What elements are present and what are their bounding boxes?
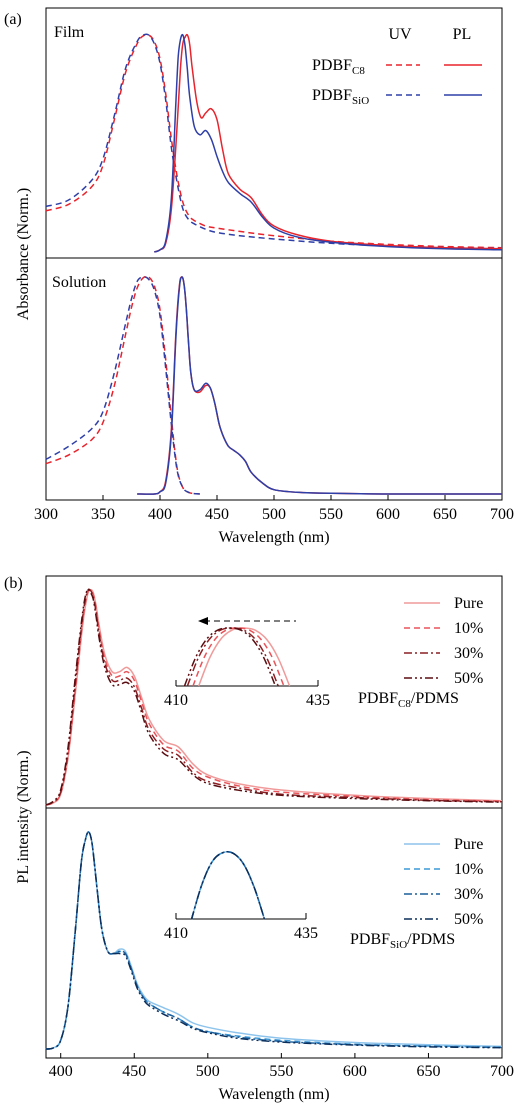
panel-b-xlabel: Wavelength (nm) <box>218 1086 329 1103</box>
panel-b-bottom-plot <box>45 807 503 1059</box>
legend-header-uv: UV <box>388 26 412 43</box>
film-label: Film <box>54 24 85 41</box>
bottom-30pct-line <box>45 831 503 1050</box>
film-sio-uv-line <box>45 33 503 250</box>
top-legend-label-10pct: 10% <box>454 620 483 637</box>
solution-label: Solution <box>52 274 106 291</box>
panel-a-xlabel: Wavelength (nm) <box>218 529 329 546</box>
panel-a-film-frame <box>45 7 503 259</box>
top-legend-label-30pct: 30% <box>454 645 483 662</box>
solution-sio-uv-line <box>45 276 200 495</box>
panel-a-xtick-label: 650 <box>433 506 457 523</box>
panel-a-ylabel: Absorbance (Norm.) <box>15 188 32 320</box>
bottom-legend-label-30pct: 30% <box>454 886 483 903</box>
top-legend-label-pure: Pure <box>454 595 483 612</box>
film-sio-pl-line <box>154 33 503 253</box>
panel-a-solution-plot <box>45 257 503 501</box>
panel-a-xtick-label: 300 <box>34 506 58 523</box>
top-inset-tick-label: 435 <box>306 692 330 709</box>
panel-b-top-caption: PDBFC8/PDMS <box>358 690 459 710</box>
panel-b-bottom-frame <box>45 807 503 1059</box>
bottom-inset-50pct-line <box>190 851 266 920</box>
legend-header-pl: PL <box>453 26 472 43</box>
bottom-legend-label-10pct: 10% <box>454 861 483 878</box>
solution-c8-pl-line <box>137 276 502 495</box>
bottom-inset-tick-label: 435 <box>294 925 318 942</box>
solution-c8-uv-line <box>45 275 200 495</box>
top-legend-label-50pct: 50% <box>454 670 483 687</box>
panel-b-xtick-label: 600 <box>343 1063 367 1080</box>
panel-b-xtick-label: 500 <box>196 1063 220 1080</box>
legend-c8-label: PDBFC8 <box>312 57 365 77</box>
top-inset-10pct-line <box>192 627 285 687</box>
film-c8-uv-line <box>45 33 503 249</box>
top-10pct-line <box>45 589 503 806</box>
top-pure-line <box>45 588 503 806</box>
panel-a-xtick-label: 500 <box>262 506 286 523</box>
shift-arrow-icon <box>198 617 208 625</box>
panel-a-solution-frame <box>45 257 503 501</box>
top-50pct-line <box>45 588 503 806</box>
panel-b-label: (b) <box>4 575 23 592</box>
panel-b-xtick-label: 650 <box>416 1063 440 1080</box>
panel-b-bottom-legend: Pure 10% 30% 50% <box>404 836 483 928</box>
top-inset-tick-label: 410 <box>164 692 188 709</box>
top-inset-30pct-line <box>186 627 279 687</box>
bottom-legend-label-50pct: 50% <box>454 911 483 928</box>
panel-a-label: (a) <box>4 11 22 28</box>
panel-b-top-legend: Pure 10% 30% 50% <box>404 595 483 687</box>
panel-a-xtick-label: 350 <box>91 506 115 523</box>
bottom-50pct-line <box>45 831 503 1050</box>
panel-a-xtick-label: 550 <box>319 506 343 523</box>
panel-b-xtick-label: 450 <box>122 1063 146 1080</box>
panel-b-ylabel: PL intensity (Norm.) <box>15 750 32 883</box>
film-c8-pl-line <box>154 33 503 253</box>
panel-b-xaxis: 400 450 500 550 600 650 700 <box>49 1053 514 1080</box>
panel-b-xtick-label: 550 <box>269 1063 293 1080</box>
panel-a-xtick-label: 700 <box>490 506 514 523</box>
panel-b-xtick-label: 400 <box>49 1063 73 1080</box>
panel-a-xaxis: 300 350 400 450 500 550 600 650 700 <box>34 495 514 523</box>
panel-a-xtick-label: 400 <box>148 506 172 523</box>
bottom-inset-tick-label: 410 <box>164 925 188 942</box>
panel-b-bottom-caption: PDBFSiO/PDMS <box>350 931 455 951</box>
legend-sio-label: PDBFSiO <box>312 87 369 107</box>
panel-a-xtick-label: 450 <box>205 506 229 523</box>
solution-sio-pl-line <box>137 276 502 495</box>
panel-a-xtick-label: 600 <box>376 506 400 523</box>
bottom-inset-30pct-line <box>190 851 266 920</box>
top-inset-50pct-line <box>183 627 277 687</box>
bottom-legend-label-pure: Pure <box>454 836 483 853</box>
panel-b-top-inset: 410 435 <box>164 617 330 709</box>
panel-b-bottom-inset: 410 435 <box>164 851 318 942</box>
panel-a-film-plot <box>45 7 503 259</box>
panel-b-xtick-label: 700 <box>490 1063 514 1080</box>
